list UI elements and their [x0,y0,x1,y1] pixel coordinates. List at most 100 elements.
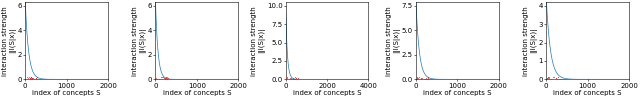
Point [290,76,300,78]
Point [152,78,163,80]
Point [288,78,298,80]
Point [288,77,298,78]
Point [22,77,32,78]
Point [292,78,303,79]
Point [289,78,300,80]
Point [288,78,298,80]
Point [422,77,433,79]
Point [25,78,35,79]
Point [154,78,164,79]
Point [151,78,161,79]
Point [542,78,552,80]
Point [548,76,559,78]
Point [25,78,35,79]
X-axis label: index of concepts S: index of concepts S [163,90,231,96]
Point [163,77,173,79]
Point [420,78,431,79]
Point [161,78,172,79]
Point [422,76,433,78]
Point [543,77,554,78]
Point [162,78,172,79]
X-axis label: index of concepts S: index of concepts S [423,90,492,96]
Point [550,77,561,78]
Point [412,76,422,78]
Point [27,77,37,78]
Point [423,78,433,80]
Point [412,78,422,79]
Point [27,77,37,78]
Point [543,76,553,78]
Point [288,78,298,80]
Point [421,78,431,80]
Point [556,78,566,79]
Point [291,78,301,79]
Point [28,78,38,79]
Point [546,78,556,80]
Point [157,77,167,78]
Point [548,77,558,78]
Point [155,78,165,80]
Point [289,78,299,80]
Point [32,77,42,78]
Point [542,77,552,79]
Point [541,78,552,80]
Point [412,77,422,78]
Point [31,77,42,79]
Point [159,77,169,79]
Point [419,78,429,80]
Point [29,78,39,80]
Point [26,77,36,79]
Point [157,76,168,78]
Point [162,78,172,79]
Point [27,78,37,79]
Point [26,76,36,78]
Point [160,77,170,79]
Point [160,78,170,79]
Point [286,78,296,80]
Point [292,78,303,79]
Point [23,77,33,79]
Point [281,77,291,78]
Point [24,78,35,80]
Point [282,77,292,78]
Point [160,78,170,79]
Y-axis label: interaction strength
||I(S|x)|: interaction strength ||I(S|x)| [523,6,537,76]
Point [290,78,300,79]
Point [551,77,561,78]
Point [285,77,295,79]
X-axis label: index of concepts S: index of concepts S [33,90,101,96]
Point [420,78,430,80]
Y-axis label: interaction strength
||I(S|x)|: interaction strength ||I(S|x)| [386,6,400,76]
Point [416,77,426,79]
Point [552,76,563,78]
Point [412,78,422,79]
Y-axis label: interaction strength
||I(S|x)|: interaction strength ||I(S|x)| [2,6,16,76]
Point [26,78,36,79]
Point [542,78,552,79]
X-axis label: index of concepts S: index of concepts S [554,90,622,96]
Point [421,77,431,79]
Point [554,78,564,80]
Point [162,78,172,80]
Point [416,78,426,80]
Point [412,77,422,79]
Point [281,78,291,80]
Point [161,77,172,78]
Point [543,77,554,78]
Point [156,76,166,78]
Y-axis label: interaction strength
||I(S|x)|: interaction strength ||I(S|x)| [252,6,266,76]
Point [161,76,172,78]
Point [412,77,422,79]
Point [26,76,36,78]
Point [160,77,170,79]
Point [31,78,42,80]
Point [543,78,553,79]
Point [290,78,300,79]
Point [286,77,296,78]
Point [552,78,562,80]
Point [414,77,424,78]
Y-axis label: interaction strength
||I(S|x)|: interaction strength ||I(S|x)| [132,6,147,76]
Point [282,77,292,79]
Point [31,78,41,79]
Point [415,78,426,80]
